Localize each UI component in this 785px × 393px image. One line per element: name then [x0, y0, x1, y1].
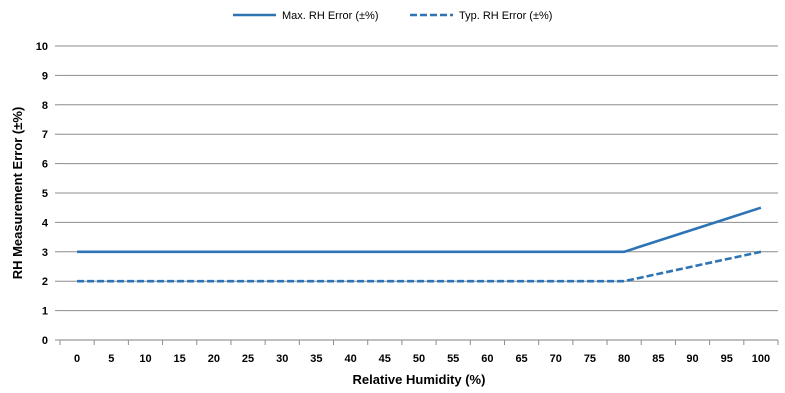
x-tick-label: 100 — [752, 353, 770, 365]
legend-label: Max. RH Error (±%) — [282, 10, 378, 22]
x-tick-label: 15 — [174, 353, 186, 365]
series-line-max — [77, 206, 762, 254]
x-tick-label: 75 — [584, 353, 596, 365]
x-axis-ticks: 0 5 10 15 20 25 30 35 40 45 50 55 60 65 70 75 80 85 90 95 10… — [59, 340, 779, 365]
y-tick-label: 1 — [42, 306, 48, 318]
y-tick-label: 4 — [42, 217, 49, 229]
y-axis-ticks: 0 1 2 3 4 5 6 7 8 9 10 — [36, 41, 49, 347]
y-tick-label: 6 — [42, 159, 48, 171]
legend: Max. RH Error (±%) Typ. RH Error (±%) — [233, 10, 552, 22]
y-tick-label: 3 — [42, 247, 48, 259]
x-tick-label: 25 — [242, 353, 254, 365]
x-tick-label: 85 — [652, 353, 664, 365]
x-tick-label: 55 — [447, 353, 459, 365]
series-lines — [77, 206, 762, 283]
x-tick-label: 20 — [208, 353, 220, 365]
x-tick-label: 80 — [618, 353, 630, 365]
x-tick-label: 0 — [74, 353, 80, 365]
x-tick-label: 40 — [344, 353, 356, 365]
y-tick-label: 9 — [42, 70, 48, 82]
y-tick-label: 2 — [42, 276, 48, 288]
y-tick-label: 0 — [42, 335, 48, 347]
x-axis-label: Relative Humidity (%) — [353, 372, 486, 387]
x-tick-label: 60 — [481, 353, 493, 365]
series-line-typ — [77, 250, 762, 283]
legend-label: Typ. RH Error (±%) — [459, 10, 552, 22]
x-tick-label: 5 — [108, 353, 114, 365]
y-tick-label: 10 — [36, 41, 48, 53]
y-tick-label: 7 — [42, 129, 48, 141]
x-tick-label: 65 — [515, 353, 527, 365]
x-tick-label: 10 — [139, 353, 151, 365]
x-tick-label: 30 — [276, 353, 288, 365]
x-tick-label: 50 — [413, 353, 425, 365]
x-tick-label: 35 — [310, 353, 322, 365]
x-tick-label: 90 — [686, 353, 698, 365]
y-tick-label: 8 — [42, 100, 48, 112]
y-tick-label: 5 — [42, 188, 48, 200]
y-axis-label: RH Measurement Error (±%) — [10, 107, 25, 280]
x-tick-label: 70 — [550, 353, 562, 365]
x-tick-label: 45 — [379, 353, 391, 365]
x-tick-label: 95 — [721, 353, 733, 365]
gridlines — [55, 45, 778, 341]
